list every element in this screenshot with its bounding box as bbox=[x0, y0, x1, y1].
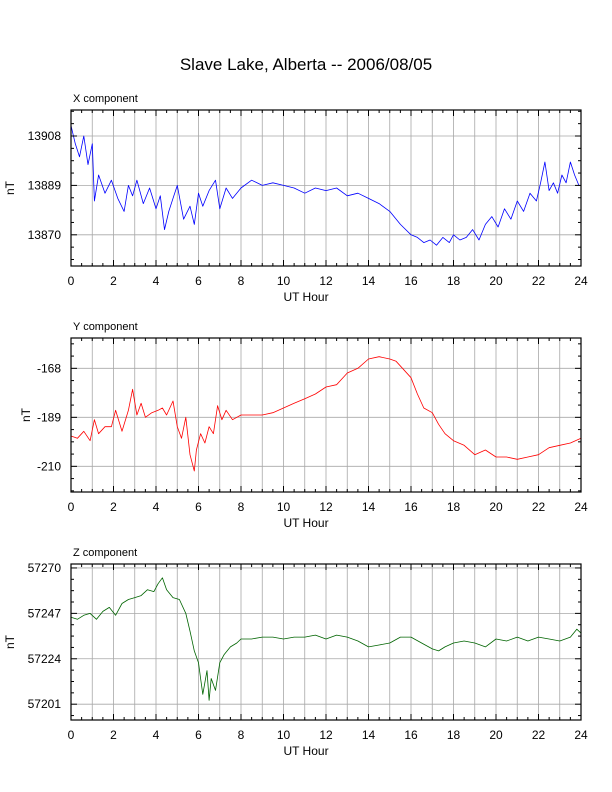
y-tick-label: 13889 bbox=[28, 178, 62, 192]
x-tick-label: 24 bbox=[574, 728, 588, 742]
panel-3: 0 2 4 6 8 10 12 14 16 18 20 22 245720157224572475727… bbox=[3, 547, 588, 758]
x-tick-label: 2 bbox=[110, 728, 117, 742]
x-tick-label: 22 bbox=[532, 728, 546, 742]
y-tick-label: -210 bbox=[37, 459, 61, 473]
x-tick-label: 12 bbox=[319, 274, 333, 288]
y-axis-label: nT bbox=[3, 180, 17, 195]
panel-title: Y component bbox=[73, 321, 138, 333]
x-tick-label: 24 bbox=[574, 274, 588, 288]
y-tick-label: 57270 bbox=[28, 561, 62, 575]
x-axis-label: UT Hour bbox=[283, 290, 328, 304]
panel-title: X component bbox=[73, 93, 138, 105]
y-tick-label: 13908 bbox=[28, 129, 62, 143]
chart-title: Slave Lake, Alberta -- 2006/08/05 bbox=[179, 55, 433, 74]
x-tick-label: 14 bbox=[362, 274, 376, 288]
x-tick-label: 4 bbox=[153, 728, 160, 742]
x-tick-label: 20 bbox=[489, 274, 503, 288]
data-line bbox=[70, 577, 582, 701]
x-tick-label: 16 bbox=[404, 500, 418, 514]
x-tick-label: 22 bbox=[532, 274, 546, 288]
x-tick-label: 6 bbox=[195, 500, 202, 514]
panel-title: Z component bbox=[73, 547, 137, 559]
y-tick-label: 13870 bbox=[28, 228, 62, 242]
y-axis-label: nT bbox=[3, 634, 17, 649]
x-tick-label: 20 bbox=[489, 728, 503, 742]
x-tick-label: 8 bbox=[238, 500, 245, 514]
x-tick-label: 14 bbox=[362, 500, 376, 514]
x-tick-label: 16 bbox=[404, 274, 418, 288]
y-tick-label: 57201 bbox=[28, 697, 62, 711]
y-tick-label: 57224 bbox=[28, 652, 62, 666]
x-tick-label: 18 bbox=[447, 274, 461, 288]
x-tick-label: 16 bbox=[404, 728, 418, 742]
y-tick-label: -189 bbox=[37, 410, 61, 424]
y-tick-label: 57247 bbox=[28, 606, 62, 620]
x-tick-label: 20 bbox=[489, 500, 503, 514]
x-tick-label: 0 bbox=[68, 728, 75, 742]
x-tick-label: 18 bbox=[447, 728, 461, 742]
data-line bbox=[70, 356, 582, 472]
x-tick-label: 18 bbox=[447, 500, 461, 514]
y-tick-label: -168 bbox=[37, 361, 61, 375]
x-tick-label: 24 bbox=[574, 500, 588, 514]
x-tick-label: 8 bbox=[238, 728, 245, 742]
x-tick-label: 6 bbox=[195, 274, 202, 288]
x-tick-label: 6 bbox=[195, 728, 202, 742]
x-tick-label: 12 bbox=[319, 728, 333, 742]
x-tick-label: 10 bbox=[277, 274, 291, 288]
data-line bbox=[70, 125, 581, 246]
x-tick-label: 2 bbox=[110, 500, 117, 514]
x-tick-label: 0 bbox=[68, 500, 75, 514]
x-tick-label: 0 bbox=[68, 274, 75, 288]
x-tick-label: 4 bbox=[153, 274, 160, 288]
x-tick-label: 8 bbox=[238, 274, 245, 288]
x-tick-label: 2 bbox=[110, 274, 117, 288]
x-axis-label: UT Hour bbox=[283, 516, 328, 530]
x-tick-label: 14 bbox=[362, 728, 376, 742]
x-tick-label: 12 bbox=[319, 500, 333, 514]
x-tick-label: 4 bbox=[153, 500, 160, 514]
y-axis-label: nT bbox=[19, 407, 33, 422]
x-tick-label: 10 bbox=[277, 728, 291, 742]
x-axis-label: UT Hour bbox=[283, 744, 328, 758]
x-tick-label: 10 bbox=[277, 500, 291, 514]
x-tick-label: 22 bbox=[532, 500, 546, 514]
